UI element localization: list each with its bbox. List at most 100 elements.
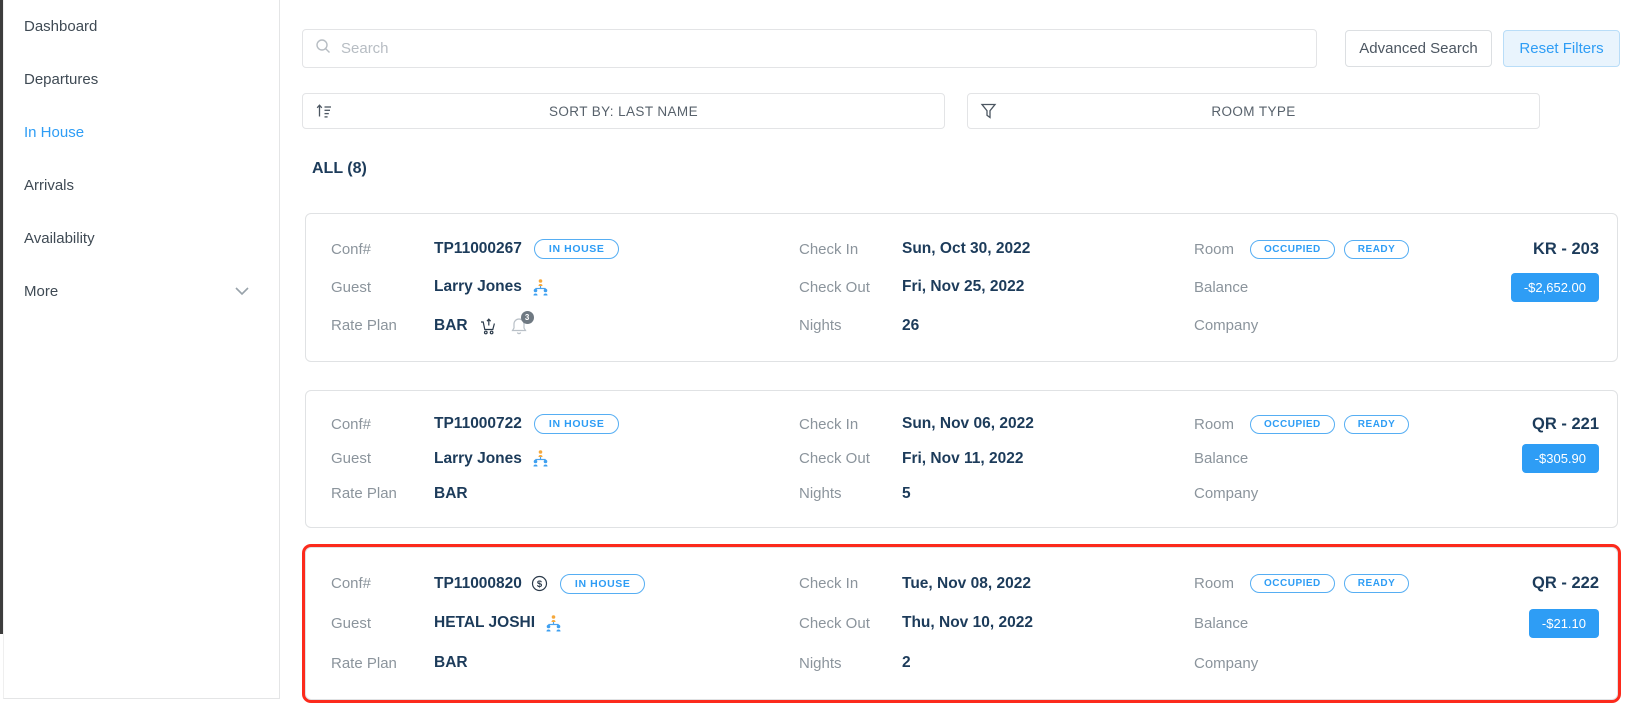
- nights-value: 26: [902, 316, 920, 334]
- card-row-rateplan: Rate Plan BAR 3 Nights 26 Company: [331, 311, 1599, 341]
- room-ready-badge: READY: [1343, 239, 1410, 259]
- conf-label: Conf#: [331, 240, 372, 258]
- status-badge: IN HOUSE: [533, 239, 620, 260]
- check-out-label: Check Out: [799, 614, 870, 632]
- guest-value: Larry Jones: [434, 278, 799, 296]
- guest-name: Larry Jones: [434, 449, 522, 467]
- check-in-value: Tue, Nov 08, 2022: [902, 574, 1031, 592]
- card-row-rateplan: Rate Plan BAR Nights 2 Company: [331, 648, 1599, 678]
- room-number: KR - 203: [1532, 239, 1599, 258]
- guest-group-icon[interactable]: [531, 279, 550, 296]
- room-label: Room: [1194, 240, 1235, 258]
- conf-value: TP11000820 $ IN HOUSE: [434, 573, 799, 594]
- search-icon: [315, 38, 331, 59]
- sidebar-item-label: Availability: [24, 230, 95, 247]
- sidebar: Dashboard Departures In House Arrivals A…: [3, 0, 280, 699]
- balance-label: Balance: [1194, 450, 1249, 468]
- bell-count-badge: 3: [520, 311, 534, 325]
- room-status-badges: OCCUPIED READY: [1250, 414, 1429, 434]
- conf-number: TP11000722: [434, 415, 522, 433]
- room-ready-badge: READY: [1343, 414, 1410, 434]
- cart-upload-icon[interactable]: [477, 316, 498, 336]
- advanced-search-label: Advanced Search: [1359, 40, 1478, 57]
- rate-plan-value: BAR 3: [434, 311, 799, 336]
- guest-value: HETAL JOSHI: [434, 614, 799, 632]
- sidebar-item-more[interactable]: More: [4, 265, 279, 318]
- check-in-label: Check In: [799, 240, 859, 258]
- sidebar-item-label: In House: [24, 124, 85, 141]
- nights-label: Nights: [799, 485, 842, 503]
- guest-label: Guest: [331, 450, 372, 468]
- sidebar-item-label: Departures: [24, 71, 99, 88]
- room-status-badges: OCCUPIED READY: [1250, 239, 1429, 259]
- guest-name: Larry Jones: [434, 278, 522, 296]
- room-type-label: ROOM TYPE: [1211, 103, 1296, 119]
- rate-plan-label: Rate Plan: [331, 654, 397, 672]
- conf-label: Conf#: [331, 575, 372, 593]
- check-out-value: Thu, Nov 10, 2022: [902, 614, 1033, 632]
- reset-filters-button[interactable]: Reset Filters: [1503, 30, 1620, 67]
- sort-by-button[interactable]: SORT BY: LAST NAME: [302, 93, 945, 129]
- room-status-badges: OCCUPIED READY: [1250, 574, 1429, 594]
- rate-plan-value: BAR: [434, 654, 799, 672]
- check-out-label: Check Out: [799, 450, 870, 468]
- chevron-down-icon: [235, 283, 249, 300]
- room-label: Room: [1194, 415, 1235, 433]
- sidebar-item-in-house[interactable]: In House: [4, 106, 279, 159]
- guest-value: Larry Jones: [434, 450, 799, 468]
- conf-label: Conf#: [331, 415, 372, 433]
- window-edge-strip: [0, 0, 3, 634]
- room-type-filter-button[interactable]: ROOM TYPE: [967, 93, 1540, 129]
- sort-icon: [315, 102, 333, 125]
- company-label: Company: [1194, 654, 1259, 672]
- card-row-conf: Conf# TP11000820 $ IN HOUSE Check In Tue…: [331, 569, 1599, 599]
- card-row-conf: Conf# TP11000722 IN HOUSE Check In Sun, …: [331, 409, 1599, 439]
- dollar-circle-icon[interactable]: $: [531, 575, 548, 592]
- svg-text:$: $: [537, 579, 543, 590]
- guest-label: Guest: [331, 278, 372, 296]
- card-row-guest: Guest Larry Jones Check Out Fri, Nov 11,…: [331, 444, 1599, 474]
- company-label: Company: [1194, 485, 1259, 503]
- card-row-guest: Guest HETAL JOSHI Check Out Thu, Nov 10,…: [331, 608, 1599, 638]
- sidebar-item-arrivals[interactable]: Arrivals: [4, 159, 279, 212]
- sidebar-item-dashboard[interactable]: Dashboard: [4, 0, 279, 53]
- balance-button[interactable]: -$21.10: [1528, 608, 1599, 638]
- sidebar-item-availability[interactable]: Availability: [4, 212, 279, 265]
- filter-icon: [980, 102, 997, 125]
- status-badge: IN HOUSE: [533, 414, 620, 435]
- conf-value: TP11000267 IN HOUSE: [434, 239, 799, 260]
- rate-plan-label: Rate Plan: [331, 317, 397, 335]
- section-title: ALL (8): [312, 160, 367, 177]
- conf-number: TP11000267: [434, 240, 522, 258]
- bell-icon[interactable]: 3: [510, 311, 534, 335]
- guest-group-icon[interactable]: [531, 450, 550, 467]
- sidebar-item-label: Arrivals: [24, 177, 75, 194]
- nights-label: Nights: [799, 654, 842, 672]
- room-ready-badge: READY: [1343, 574, 1410, 594]
- reservation-card[interactable]: Conf# TP11000722 IN HOUSE Check In Sun, …: [305, 390, 1618, 528]
- check-out-label: Check Out: [799, 278, 870, 296]
- reservation-card[interactable]: Conf# TP11000267 IN HOUSE Check In Sun, …: [305, 213, 1618, 362]
- rate-plan-code: BAR: [434, 484, 468, 502]
- room-number: QR - 221: [1532, 414, 1599, 433]
- status-badge: IN HOUSE: [559, 573, 646, 594]
- sidebar-item-departures[interactable]: Departures: [4, 53, 279, 106]
- search-box: [302, 29, 1317, 68]
- guest-label: Guest: [331, 614, 372, 632]
- rate-plan-code: BAR: [434, 654, 468, 672]
- check-in-value: Sun, Oct 30, 2022: [902, 240, 1031, 258]
- search-input[interactable]: [339, 39, 1304, 58]
- card-row-rateplan: Rate Plan BAR Nights 5 Company: [331, 479, 1599, 509]
- advanced-search-button[interactable]: Advanced Search: [1345, 30, 1492, 67]
- guest-name: HETAL JOSHI: [434, 614, 536, 632]
- nights-value: 2: [902, 654, 911, 672]
- guest-group-icon[interactable]: [544, 615, 563, 632]
- sidebar-item-label: Dashboard: [24, 18, 98, 35]
- balance-button[interactable]: -$305.90: [1521, 444, 1599, 474]
- balance-button[interactable]: -$2,652.00: [1510, 272, 1599, 302]
- conf-value: TP11000722 IN HOUSE: [434, 414, 799, 435]
- reservation-card-highlighted[interactable]: Conf# TP11000820 $ IN HOUSE Check In Tue…: [305, 547, 1618, 700]
- room-occupied-badge: OCCUPIED: [1250, 574, 1335, 594]
- sidebar-item-label: More: [24, 283, 59, 300]
- check-out-value: Fri, Nov 11, 2022: [902, 449, 1024, 467]
